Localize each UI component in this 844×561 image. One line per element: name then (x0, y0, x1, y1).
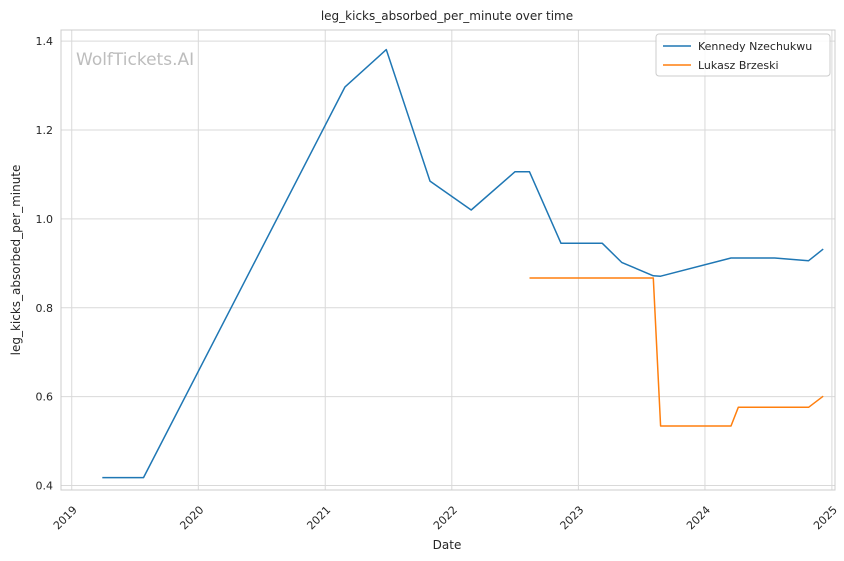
series-layer (102, 48, 824, 479)
legend-box (655, 33, 831, 77)
grid (61, 30, 835, 490)
legend-label: Kennedy Nzechukwu (698, 40, 812, 53)
series-line-1 (529, 277, 824, 427)
legend-label: Lukasz Brzeski (698, 59, 779, 72)
series-line-0 (102, 48, 824, 479)
legend: Kennedy Nzechukwu Lukasz Brzeski (655, 33, 831, 77)
x-axis-title: Date (433, 538, 462, 552)
y-tick-label: 1.4 (36, 35, 54, 48)
chart-title: leg_kicks_absorbed_per_minute over time (321, 9, 573, 23)
y-tick-label: 0.4 (36, 480, 54, 493)
watermark: WolfTickets.AI (76, 50, 194, 70)
y-tick-label: 1.0 (36, 213, 54, 226)
y-tick-label: 0.6 (36, 391, 54, 404)
plot-area-frame (60, 29, 836, 491)
y-axis-ticks: 0.4 0.6 0.8 1.0 1.2 1.4 (36, 35, 54, 492)
y-tick-label: 0.8 (36, 302, 54, 315)
y-axis-title: leg_kicks_absorbed_per_minute (9, 165, 23, 356)
y-tick-label: 1.2 (36, 124, 54, 137)
